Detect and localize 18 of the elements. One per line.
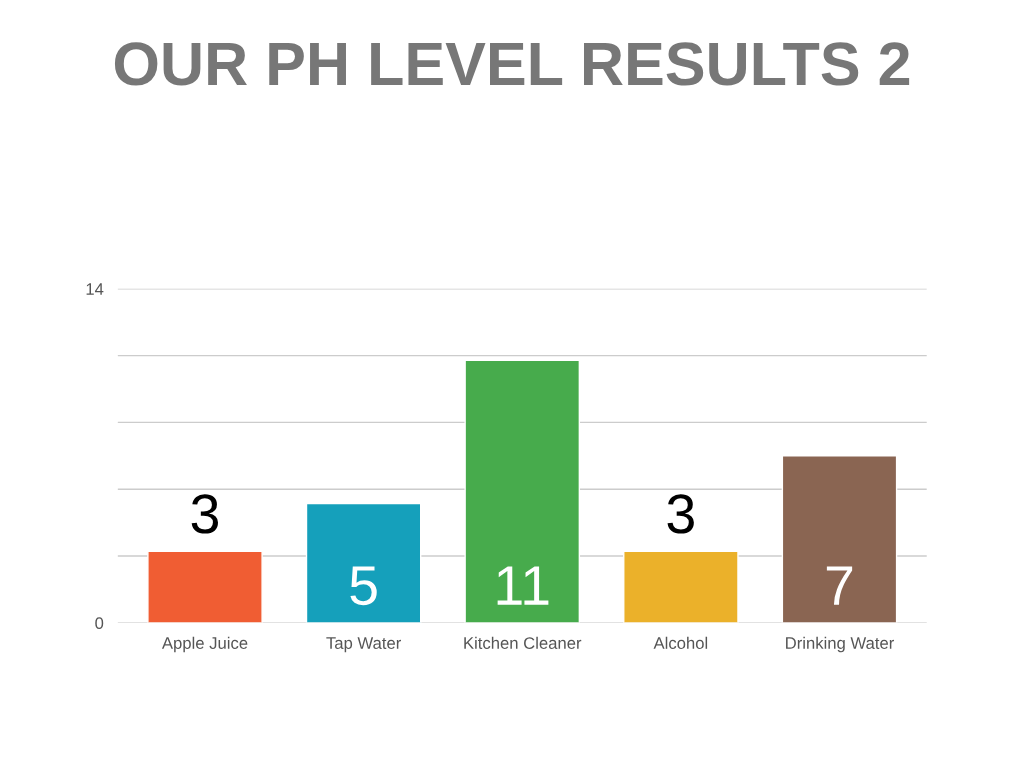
y-tick-label: 14 [86,283,104,295]
data-label: 3 [667,494,694,534]
y-tick-label: 0 [95,617,104,630]
bar [147,550,263,623]
x-tick-label: Apple Juice [161,636,248,653]
data-label: 5 [350,566,377,606]
data-label: 3 [191,494,219,534]
x-tick-label: Tap Water [326,637,402,653]
data-label: 11 [497,566,549,605]
bar [623,550,739,623]
x-tick-label: Kitchen Cleaner [464,636,582,649]
bar [464,359,581,623]
chart-title: OUR PH LEVEL RESULTS 2 [114,42,910,86]
x-tick-label: Drinking Water [786,636,894,653]
bar [305,502,422,623]
x-tick-label: Alcohol [653,636,708,649]
data-label: 7 [826,566,853,605]
bar [781,455,898,623]
